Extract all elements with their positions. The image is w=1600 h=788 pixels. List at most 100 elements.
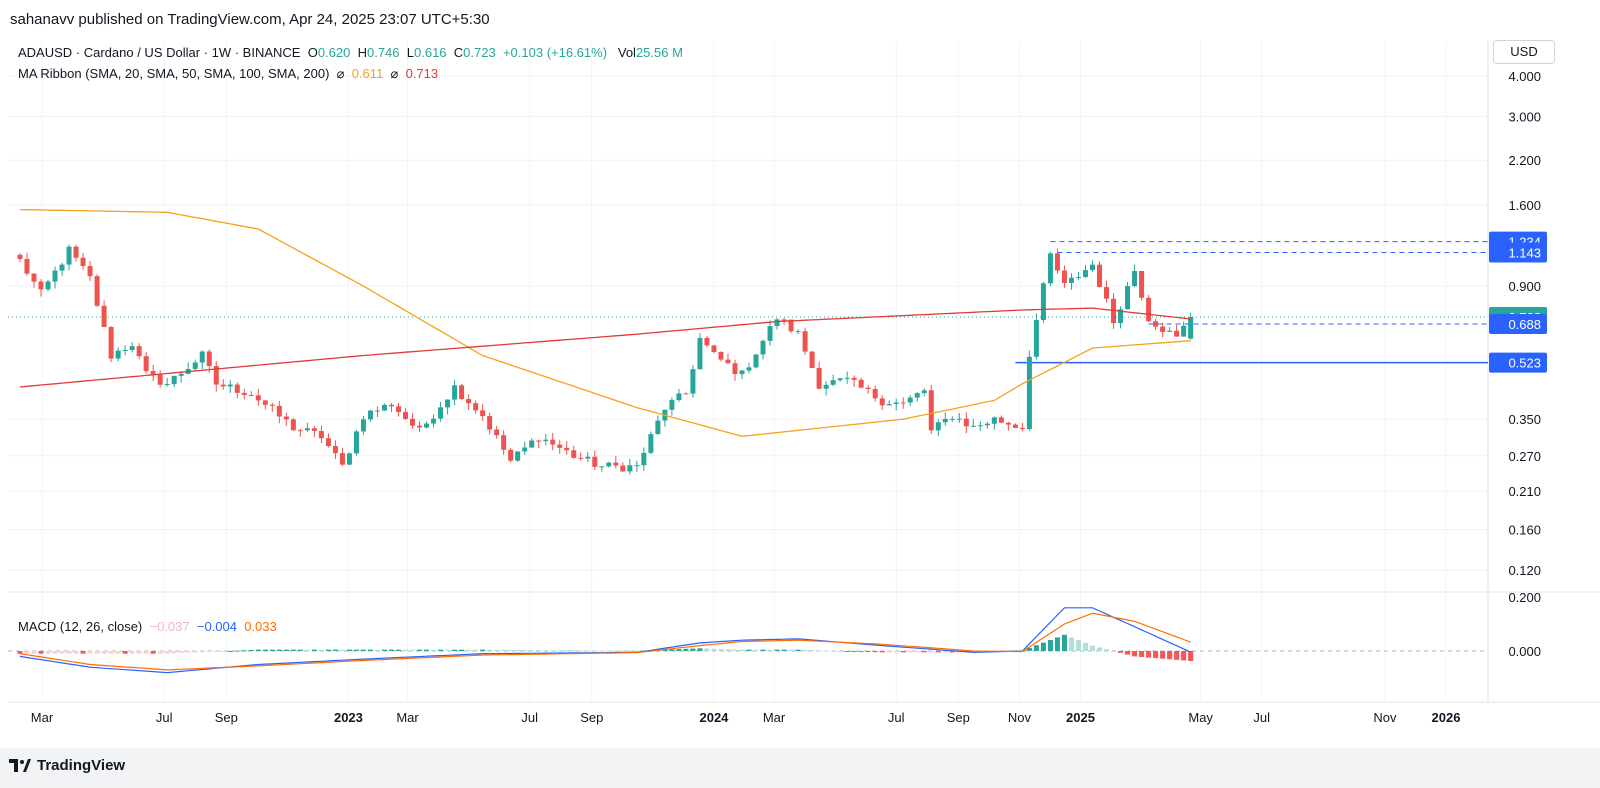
- macd-hist-bar: [753, 649, 759, 651]
- candle-body: [227, 384, 233, 387]
- time-tick-label: Nov: [1008, 710, 1032, 725]
- high-value: 0.746: [366, 45, 400, 60]
- macd-hist-bar: [445, 649, 451, 651]
- macd-hist-bar: [914, 651, 920, 653]
- macd-hist-bar: [620, 650, 626, 652]
- macd-hist-bar: [1026, 647, 1032, 651]
- candle-body: [1132, 270, 1138, 287]
- macd-hist-bar: [304, 649, 310, 651]
- candle-body: [1033, 320, 1039, 357]
- macd-hist-bar: [550, 650, 556, 652]
- macd-hist-bar: [858, 651, 864, 652]
- candle-body: [108, 326, 114, 359]
- macd-hist-bar: [935, 651, 941, 653]
- macd-hist-bar: [178, 651, 184, 654]
- macd-hist-bar: [466, 649, 472, 651]
- candle-body: [648, 434, 654, 453]
- candle-body: [774, 319, 780, 327]
- candle-body: [1068, 277, 1074, 283]
- candle-body: [1061, 270, 1067, 283]
- macd-line-value: −0.004: [196, 619, 237, 634]
- candle-body: [865, 387, 871, 390]
- macd-hist-bar: [157, 651, 163, 654]
- macd-hist-bar: [760, 649, 766, 651]
- time-tick-label: 2025: [1066, 710, 1095, 725]
- price-axis: 4.000 3.000 2.200 1.600 0.900 0.350 0.270 0.210…: [1508, 69, 1541, 659]
- candle-body: [844, 377, 850, 379]
- macd-hist-bar: [494, 649, 500, 651]
- candle-body: [374, 410, 380, 412]
- macd-hist-bar: [809, 650, 815, 652]
- tradingview-logo[interactable]: TradingView: [9, 757, 125, 774]
- macd-hist-bar: [1188, 651, 1194, 661]
- candle-body: [80, 257, 86, 266]
- macd-hist-bar: [781, 649, 787, 651]
- macd-hist-bar: [627, 650, 633, 652]
- macd-hist-bar: [234, 650, 240, 652]
- high-label: H: [357, 45, 367, 60]
- candle-body: [690, 369, 696, 394]
- candle-body: [816, 367, 822, 389]
- candle-body: [725, 359, 731, 364]
- macd-hist-bar: [515, 649, 521, 651]
- candle-body: [480, 410, 486, 417]
- macd-hist-bar: [851, 651, 857, 652]
- price-tick-label: 1.600: [1508, 198, 1541, 213]
- candle-body: [438, 407, 444, 419]
- candle-body: [206, 351, 212, 367]
- macd-hist-bar: [206, 651, 212, 652]
- macd-hist-bar: [795, 649, 801, 651]
- price-tick-label: 0.900: [1508, 279, 1541, 294]
- candle-body: [431, 418, 437, 424]
- macd-tick-label: 0.200: [1508, 590, 1541, 605]
- candle-body: [396, 406, 402, 413]
- ma-slow-line: [19, 307, 1191, 388]
- macd-hist-bar: [452, 649, 458, 651]
- symbol-legend: ADAUSD · Cardano / US Dollar · 1W · BINA…: [18, 45, 683, 60]
- candle-body: [1012, 424, 1018, 428]
- open-label: O: [307, 45, 318, 60]
- macd-hist-bar: [388, 649, 394, 651]
- ma-sym-1: ⌀: [336, 66, 345, 81]
- candle-body: [17, 254, 23, 259]
- candle-body: [1160, 326, 1166, 332]
- macd-hist-bar: [248, 649, 254, 651]
- macd-hist-bar: [571, 650, 577, 652]
- candle-body: [487, 416, 493, 430]
- macd-hist-bar: [255, 649, 261, 651]
- macd-hist-bar: [830, 650, 836, 652]
- macd-hist-bar: [893, 651, 899, 653]
- candle-body: [634, 465, 640, 467]
- candle-body: [1040, 283, 1046, 321]
- candle-body: [248, 394, 254, 396]
- macd-hist-bar: [697, 648, 703, 651]
- macd-hist-bar: [31, 651, 37, 654]
- macd-hist-bar: [774, 649, 780, 651]
- candle-body: [802, 331, 808, 352]
- macd-hist-bar: [585, 650, 591, 652]
- macd-hist-bar: [374, 649, 380, 651]
- macd-hist-bar: [557, 650, 563, 652]
- macd-hist-bar: [718, 648, 724, 651]
- macd-hist-bar: [599, 650, 605, 652]
- price-tick-label: 0.120: [1508, 563, 1541, 578]
- time-tick-label: 2023: [334, 710, 363, 725]
- time-tick-label: Sep: [947, 710, 970, 725]
- candle-body: [234, 384, 240, 393]
- candle-body: [1188, 316, 1194, 339]
- macd-hist-bar: [1146, 651, 1152, 658]
- candle-body: [886, 404, 892, 406]
- candle-body: [381, 404, 387, 411]
- macd-hist-bar: [1132, 651, 1138, 657]
- candle-body: [1089, 264, 1095, 271]
- candle-body: [697, 337, 703, 370]
- macd-hist-bar: [325, 649, 331, 651]
- macd-hist-bar: [634, 650, 640, 652]
- macd-hist-bar: [136, 651, 142, 654]
- currency-button[interactable]: USD: [1493, 40, 1555, 64]
- macd-hist-bar: [767, 649, 773, 651]
- time-tick-label: Nov: [1373, 710, 1397, 725]
- macd-hist-bar: [332, 649, 338, 651]
- macd-hist-bar: [921, 651, 927, 653]
